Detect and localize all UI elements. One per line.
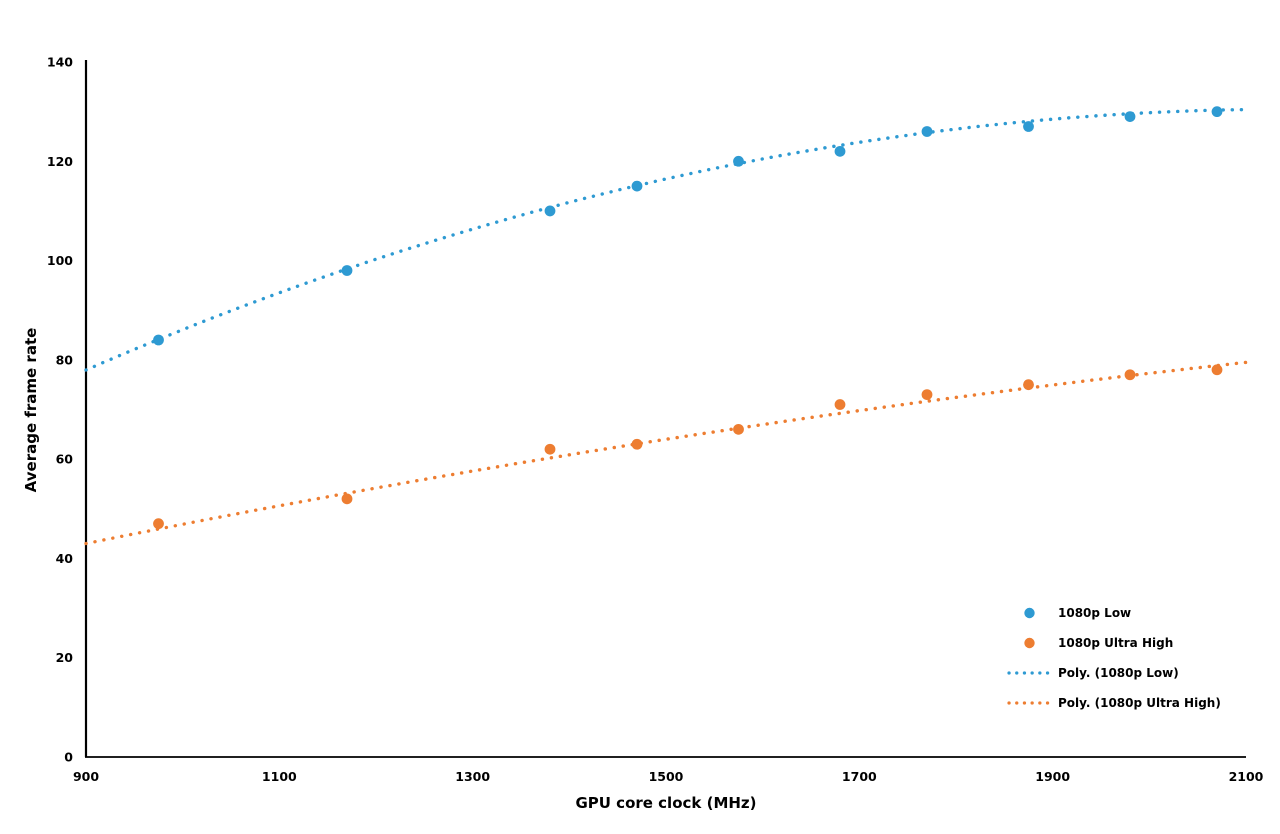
trendlines — [84, 107, 1248, 546]
y-tick-label: 140 — [47, 55, 73, 70]
trendline-ultra-high — [84, 360, 1248, 546]
data-point-ultra-high — [921, 389, 933, 401]
legend: 1080p Low 1080p Ultra High Poly. (1080p Lo… — [1006, 598, 1221, 718]
x-tick-label: 1500 — [649, 769, 684, 784]
legend-label: Poly. (1080p Ultra High) — [1058, 696, 1221, 710]
x-tick-label: 2100 — [1229, 769, 1264, 784]
legend-dot-marker — [1024, 637, 1035, 649]
y-tick-label: 0 — [64, 750, 73, 765]
data-point-ultra-high — [1211, 364, 1223, 376]
data-point-ultra-high — [834, 399, 846, 410]
trendline-low — [84, 107, 1248, 372]
data-point-low — [341, 265, 353, 276]
legend-dotted-line-marker — [1007, 671, 1053, 675]
data-point-ultra-high — [1124, 369, 1136, 381]
legend-label: 1080p Ultra High — [1058, 636, 1174, 650]
legend-label: 1080p Low — [1058, 606, 1132, 620]
data-points — [153, 106, 1223, 530]
data-point-low — [153, 334, 164, 346]
data-point-ultra-high — [341, 493, 353, 505]
data-point-low — [921, 126, 933, 137]
legend-marker-circle — [1024, 637, 1035, 649]
data-point-low — [1124, 111, 1136, 123]
data-point-low — [733, 155, 744, 167]
x-tick-label: 1900 — [1035, 769, 1070, 784]
legend-dotted-line-marker — [1007, 701, 1053, 705]
y-tick-label: 40 — [56, 551, 74, 566]
data-point-ultra-high — [1023, 379, 1034, 391]
x-tick-label: 1300 — [455, 769, 490, 784]
legend-item: Poly. (1080p Low) — [1006, 658, 1221, 688]
y-tick-label: 100 — [47, 253, 73, 268]
x-tick-label: 900 — [73, 769, 99, 784]
data-point-low — [834, 145, 846, 157]
legend-item: 1080p Low — [1006, 598, 1221, 628]
legend-label: Poly. (1080p Low) — [1058, 666, 1179, 680]
y-tick-label: 60 — [56, 452, 74, 467]
legend-marker-circle — [1024, 607, 1035, 619]
y-tick-label: 80 — [56, 352, 74, 367]
y-tick-label: 120 — [47, 154, 73, 169]
legend-dot-marker — [1024, 607, 1035, 619]
data-point-low — [1211, 106, 1223, 118]
data-point-low — [544, 205, 556, 217]
data-point-ultra-high — [631, 438, 643, 450]
x-tick-label: 1100 — [262, 769, 297, 784]
x-axis-title: GPU core clock (MHz) — [575, 794, 756, 812]
y-tick-label: 20 — [56, 650, 74, 665]
data-point-ultra-high — [733, 423, 744, 435]
x-tick-label: 1700 — [842, 769, 877, 784]
data-point-low — [631, 180, 643, 192]
y-axis-title: Average frame rate — [22, 328, 40, 493]
axes: 0 20 40 60 80 100 120 140 900 1100 1300 1500 1700 190… — [47, 55, 1264, 785]
data-point-ultra-high — [153, 518, 164, 530]
data-point-ultra-high — [544, 443, 556, 455]
data-point-low — [1023, 121, 1034, 132]
legend-item: 1080p Ultra High — [1006, 628, 1221, 658]
legend-item: Poly. (1080p Ultra High) — [1006, 688, 1221, 718]
